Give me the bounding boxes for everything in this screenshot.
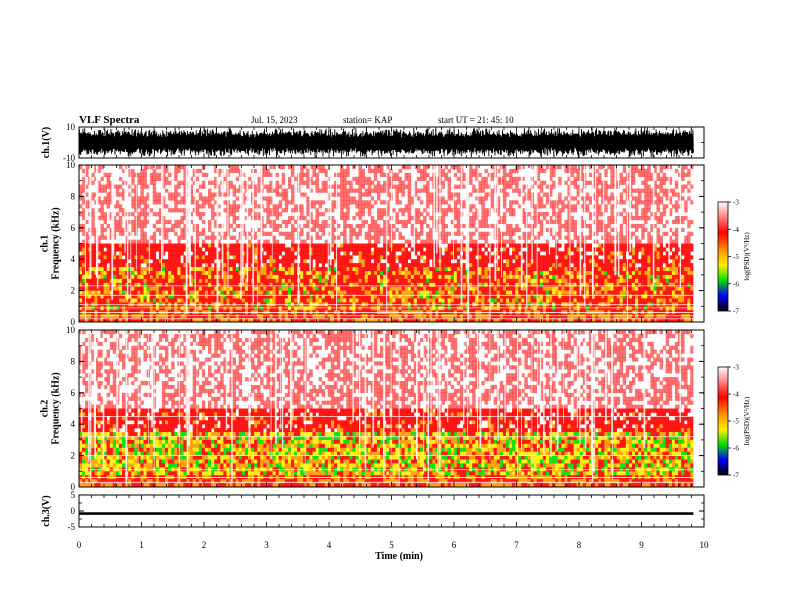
y-tick-label: 4	[71, 419, 76, 429]
colorbar-tick-label: -5	[733, 418, 739, 426]
panel-frame	[78, 494, 705, 528]
x-tick-label: 2	[202, 540, 207, 550]
colorbar-tick-label: -7	[733, 308, 739, 316]
x-tick-label: 5	[389, 540, 394, 550]
colorbar-tick-label: -7	[733, 472, 739, 480]
y-axis-label: ch.1	[40, 235, 51, 253]
ch2-colorbar: -3 -4 -5 -6 -7 log(PSD)(V²/Hz)	[717, 364, 751, 480]
y-tick-label: 0	[71, 506, 76, 516]
x-tick-label: 9	[639, 540, 644, 550]
colorbar-scale	[717, 201, 729, 312]
x-tick-label: 3	[264, 540, 269, 550]
colorbar-tick-label: -5	[733, 253, 739, 261]
y-tick-label: 10	[66, 122, 76, 132]
ch3-waveform-panel: 5 0 -5 ch.3(V)	[41, 490, 705, 532]
time-axis: 0 1 2 3 4 5 6 7 8 9 10	[77, 540, 709, 550]
y-axis-label: ch.2	[40, 400, 51, 418]
panel-frame	[78, 329, 705, 488]
colorbar-tick-label: -6	[733, 280, 739, 288]
colorbar-tick-label: -6	[733, 445, 739, 453]
spectrogram-image	[79, 330, 704, 488]
date-label: Jul. 15, 2023	[251, 115, 298, 125]
x-tick-label: 6	[452, 540, 457, 550]
y-axis-label: Frequency (kHz)	[51, 207, 62, 279]
y-tick-label: 10	[66, 325, 76, 335]
ch3-waveform-trace	[79, 512, 694, 515]
x-tick-label: 7	[514, 540, 519, 550]
x-tick-label: 4	[327, 540, 332, 550]
panel-frame	[78, 126, 705, 159]
ch1-spectrogram-panel: 0 2 4 6 8 10 ch.1 Frequency (kHz)	[40, 160, 705, 327]
x-tick-label: 0	[77, 540, 82, 550]
y-tick-label: 2	[71, 286, 76, 296]
y-tick-label: 10	[66, 160, 76, 170]
colorbar-tick-label: -3	[733, 199, 739, 207]
figure-title: VLF Spectra	[79, 114, 140, 126]
colorbar-tick-label: -4	[733, 391, 739, 399]
y-tick-label: -10	[63, 153, 75, 163]
y-axis-label: ch.3(V)	[41, 495, 52, 526]
panel-frame	[78, 164, 705, 323]
y-axis-label: Frequency (kHz)	[51, 372, 62, 444]
y-tick-label: 0	[71, 482, 76, 492]
time-axis-label: Time (min)	[375, 551, 423, 562]
spectrogram-image	[79, 165, 704, 323]
x-tick-label: 1	[139, 540, 144, 550]
ch1-waveform-trace	[78, 127, 694, 158]
ch1-colorbar: -3 -4 -5 -6 -7 log(PSD)(V²/Hz)	[717, 199, 751, 316]
y-tick-label: 8	[71, 356, 76, 366]
colorbar-tick-label: -4	[733, 226, 739, 234]
y-axis-label: ch.1(V)	[41, 127, 52, 158]
x-tick-label: 10	[700, 540, 710, 550]
station-label: station= KAP	[343, 115, 392, 125]
y-tick-label: 6	[71, 223, 76, 233]
y-tick-label: -5	[68, 522, 76, 532]
colorbar-label: log(PSD)(V²/Hz)	[743, 232, 751, 281]
ch2-spectrogram-panel: 0 2 4 6 8 10 ch.2 Frequency (kHz)	[40, 325, 705, 492]
start-time-label: start UT = 21: 45: 10	[438, 115, 514, 125]
y-tick-label: 8	[71, 191, 76, 201]
colorbar-scale	[717, 366, 729, 476]
y-tick-label: 4	[71, 254, 76, 264]
y-tick-label: 2	[71, 451, 76, 461]
ch1-waveform-panel: 10 -10 ch.1(V)	[41, 122, 705, 163]
colorbar-label: log(PSD)(V²/Hz)	[743, 396, 751, 445]
y-tick-label: 0	[71, 317, 76, 327]
colorbar-tick-label: -3	[733, 364, 739, 372]
y-tick-label: 6	[71, 388, 76, 398]
y-tick-label: 5	[71, 490, 76, 500]
x-tick-label: 8	[577, 540, 582, 550]
